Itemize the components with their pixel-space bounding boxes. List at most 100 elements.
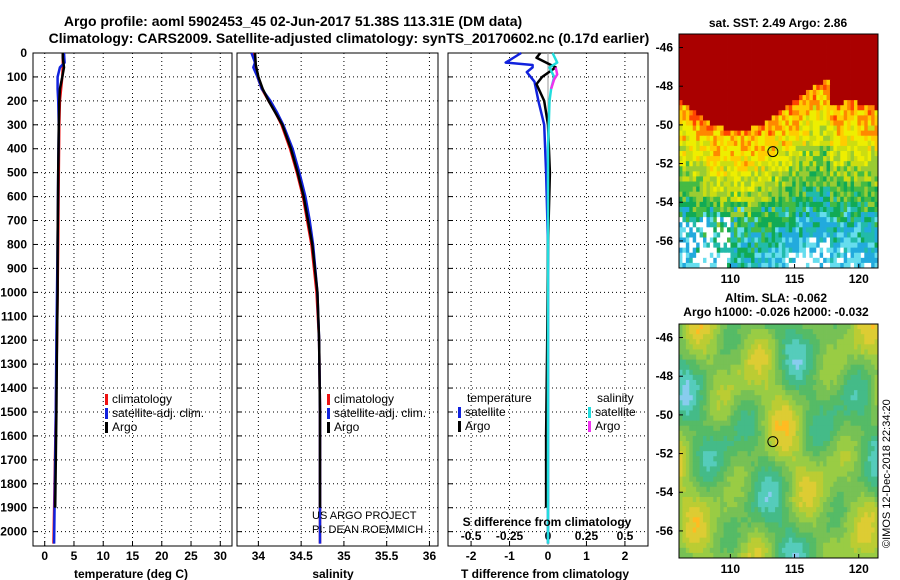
sla-cell <box>805 481 810 488</box>
sst-cell <box>819 166 824 172</box>
sst-cell <box>689 120 694 126</box>
sla-cell <box>812 415 817 422</box>
sst-cell <box>829 161 834 167</box>
sst-cell <box>864 206 869 213</box>
sst-cell <box>816 79 821 86</box>
sst-cell <box>699 145 704 152</box>
sst-cell <box>860 227 865 233</box>
sst-cell <box>860 196 865 203</box>
sst-cell <box>699 89 704 96</box>
sst-cell <box>713 100 718 106</box>
sst-cell <box>764 247 769 254</box>
sst-cell <box>843 217 848 223</box>
sst-cell <box>857 176 862 182</box>
sst-cell <box>819 130 824 137</box>
sla-cell <box>809 446 814 452</box>
sla-cell <box>867 374 872 381</box>
sst-cell <box>799 191 803 198</box>
sst-cell <box>826 110 831 116</box>
sst-cell <box>740 247 745 254</box>
sst-cell <box>819 140 824 147</box>
sla-cell <box>689 430 694 437</box>
sst-cell <box>809 79 814 86</box>
sst-cell <box>795 69 800 76</box>
sst-cell <box>716 247 721 254</box>
sst-cell <box>809 49 814 55</box>
sla-cell <box>778 395 783 401</box>
sst-cell <box>713 242 718 249</box>
sla-cell <box>775 374 779 381</box>
sla-cell <box>733 420 738 427</box>
sla-cell <box>812 390 817 396</box>
sla-cell <box>764 476 769 483</box>
sla-cell <box>764 491 769 498</box>
sla-cell <box>788 395 793 401</box>
sst-cell <box>788 227 793 233</box>
sst-cell <box>679 44 683 50</box>
depth-tick-label: 1800 <box>0 477 27 491</box>
sst-cell <box>860 201 865 208</box>
sla-cell <box>713 430 718 437</box>
sst-cell <box>757 161 762 167</box>
sla-cell <box>853 354 858 361</box>
sla-cell <box>850 441 855 447</box>
sst-cell <box>699 151 704 157</box>
sla-cell <box>733 430 738 437</box>
sla-cell <box>871 491 875 498</box>
sla-cell <box>812 405 817 411</box>
sst-cell <box>795 34 800 40</box>
sla-cell <box>867 410 872 416</box>
sst-cell <box>733 105 738 111</box>
sla-cell <box>713 451 718 457</box>
sla-cell <box>788 471 793 478</box>
sst-cell <box>864 232 869 238</box>
sla-cell <box>754 374 759 381</box>
sla-cell <box>809 385 814 391</box>
sla-cell <box>730 481 735 488</box>
sst-cell <box>864 217 869 223</box>
sst-cell <box>747 151 752 157</box>
sst-cell <box>802 59 807 65</box>
sst-cell <box>829 64 834 71</box>
sla-cell <box>706 491 711 498</box>
temperature-xtick-label: 20 <box>155 549 169 563</box>
sst-cell <box>737 196 742 203</box>
sst-cell <box>823 39 827 45</box>
sst-cell <box>847 59 851 65</box>
sst-cell <box>713 39 718 45</box>
sla-cell <box>771 410 776 416</box>
sst-cell <box>685 130 690 137</box>
sst-cell <box>703 237 707 243</box>
sla-cell <box>871 496 875 503</box>
sst-cell <box>751 237 755 243</box>
sla-cell <box>874 476 879 483</box>
depth-tick-label: 600 <box>7 190 27 204</box>
sst-cell <box>860 145 865 152</box>
sst-cell <box>874 39 879 45</box>
sla-cell <box>833 420 838 427</box>
sla-cell <box>864 364 869 371</box>
sst-cell <box>727 125 731 132</box>
sst-cell <box>771 135 776 142</box>
sst-cell <box>689 237 694 243</box>
sst-cell <box>757 120 762 126</box>
sst-cell <box>836 166 841 172</box>
sst-cell <box>730 156 735 162</box>
sla-cell <box>768 329 773 335</box>
sla-cell <box>723 395 728 401</box>
sst-cell <box>720 151 724 157</box>
sst-cell <box>836 206 841 213</box>
sla-cell <box>723 405 728 411</box>
sst-cell <box>692 69 697 76</box>
sst-cell <box>682 262 687 269</box>
sst-cell <box>747 181 752 188</box>
sla-cell <box>781 324 786 330</box>
sst-cell <box>737 227 742 233</box>
sst-cell <box>850 79 855 86</box>
sla-cell <box>792 461 797 467</box>
sla-cell <box>754 354 759 361</box>
sst-cell <box>716 176 721 182</box>
sla-cell <box>840 364 845 371</box>
sla-cell <box>689 369 694 376</box>
sla-cell <box>737 395 742 401</box>
